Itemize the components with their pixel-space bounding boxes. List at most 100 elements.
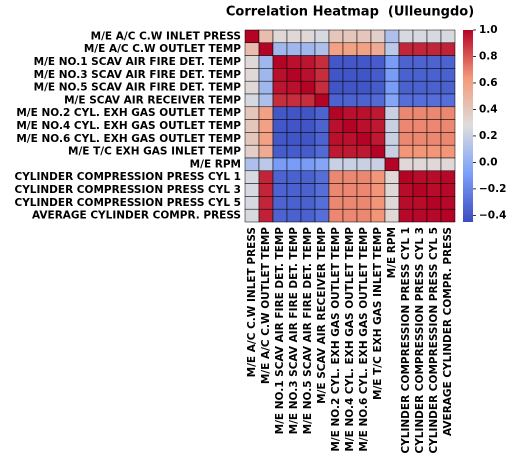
heatmap-cell [384,119,400,133]
x-tick-label: M/E T/C EXH GAS INLET TEMP [372,227,384,400]
heatmap-cell [300,106,316,120]
heatmap-cell [426,55,442,69]
heatmap-cell [286,93,302,108]
heatmap-cell [440,196,456,210]
heatmap-cell [440,68,456,82]
heatmap-cell [314,119,330,133]
heatmap-cell [356,55,372,69]
heatmap-cell [314,132,330,146]
heatmap-cell [272,80,288,95]
heatmap-cell [258,144,274,159]
heatmap-cell [328,42,344,56]
heatmap-cell [412,68,428,82]
heatmap-cell [272,196,288,210]
heatmap-cell [356,170,372,184]
heatmap-cell [356,106,372,120]
heatmap-cell [314,80,330,95]
heatmap-cell [440,208,456,223]
heatmap-cell [342,119,358,133]
heatmap-cell [342,208,358,223]
heatmap-cell [328,106,344,120]
heatmap-cell [370,68,386,82]
heatmap-cell [412,106,428,120]
x-tick-label: M/E NO.3 SCAV AIR FIRE DET. TEMP [288,227,300,435]
heatmap-cell [286,68,302,82]
heatmap-cell [370,93,386,108]
heatmap-cell [440,157,456,172]
heatmap-cell [356,208,372,223]
y-tick-label: AVERAGE CYLINDER COMPR. PRESS [32,210,241,222]
heatmap-cell [370,42,386,56]
heatmap-cell [286,132,302,146]
heatmap-cell [356,144,372,159]
heatmap-cell [426,42,442,56]
heatmap-cell [300,132,316,146]
heatmap-cell [314,157,330,172]
y-tick-label: M/E NO.5 SCAV AIR FIRE DET. TEMP [34,82,242,94]
heatmap-cell [328,55,344,69]
heatmap-cell [300,119,316,133]
heatmap-cell [328,208,344,223]
heatmap-cell [342,170,358,184]
x-tick-label: M/E NO.6 CYL. EXH GAS OUTLET TEMP [358,227,370,452]
heatmap-cell [384,208,400,223]
heatmap-cell [412,208,428,223]
heatmap-cell [412,80,428,95]
heatmap-cell [440,29,456,44]
heatmap-cell [286,144,302,159]
heatmap-cell [328,170,344,184]
y-tick-label: M/E SCAV AIR RECEIVER TEMP [64,94,241,106]
heatmap-cell [258,132,274,146]
heatmap-cell [440,93,456,108]
heatmap-cell [244,42,260,56]
heatmap-cell [328,157,344,172]
x-tick-label: M/E NO.5 SCAV AIR FIRE DET. TEMP [302,227,314,435]
heatmap-cell [286,157,302,172]
heatmap-cell [398,208,414,223]
heatmap-cell [384,157,400,172]
heatmap-cell [272,183,288,197]
heatmap-cell [398,170,414,184]
heatmap-cell [384,132,400,146]
heatmap-cell [370,208,386,223]
heatmap-cell [244,170,260,184]
heatmap-cell [426,183,442,197]
heatmap-cell [356,29,372,44]
heatmap-cell [244,196,260,210]
x-tick-label: CYLINDER COMPRESSION PRESS CYL 1 [400,227,412,454]
heatmap-cell [244,55,260,69]
heatmap-cell [370,29,386,44]
heatmap-cell [328,196,344,210]
heatmap-cell [370,80,386,95]
heatmap-cell [426,68,442,82]
heatmap-cell [412,183,428,197]
heatmap-cell [314,29,330,44]
heatmap-cell [370,196,386,210]
y-tick-label: M/E T/C EXH GAS INLET TEMP [68,146,241,158]
heatmap-cell [342,106,358,120]
heatmap-cell [426,106,442,120]
heatmap-cell [300,144,316,159]
colorbar-tick-label: 1.0 [479,24,498,36]
heatmap-cell [370,106,386,120]
heatmap-cell [258,93,274,108]
heatmap-cell [286,80,302,95]
heatmap-cell [398,29,414,44]
heatmap-cell [314,55,330,69]
heatmap-cell [272,170,288,184]
heatmap-cell [440,132,456,146]
heatmap-cell [286,119,302,133]
heatmap-cell [398,132,414,146]
heatmap-cell [384,55,400,69]
heatmap-cell [328,144,344,159]
colorbar-tick-label: −0.4 [479,209,506,221]
y-tick-label: CYLINDER COMPRESSION PRESS CYL 5 [14,197,241,209]
heatmap-cell [356,119,372,133]
colorbar-tick-label: 0.8 [479,50,498,62]
heatmap-cell [286,170,302,184]
heatmap-cell [398,55,414,69]
heatmap-cell [426,132,442,146]
heatmap-cell [398,183,414,197]
heatmap-cell [342,196,358,210]
heatmap-cell [342,157,358,172]
